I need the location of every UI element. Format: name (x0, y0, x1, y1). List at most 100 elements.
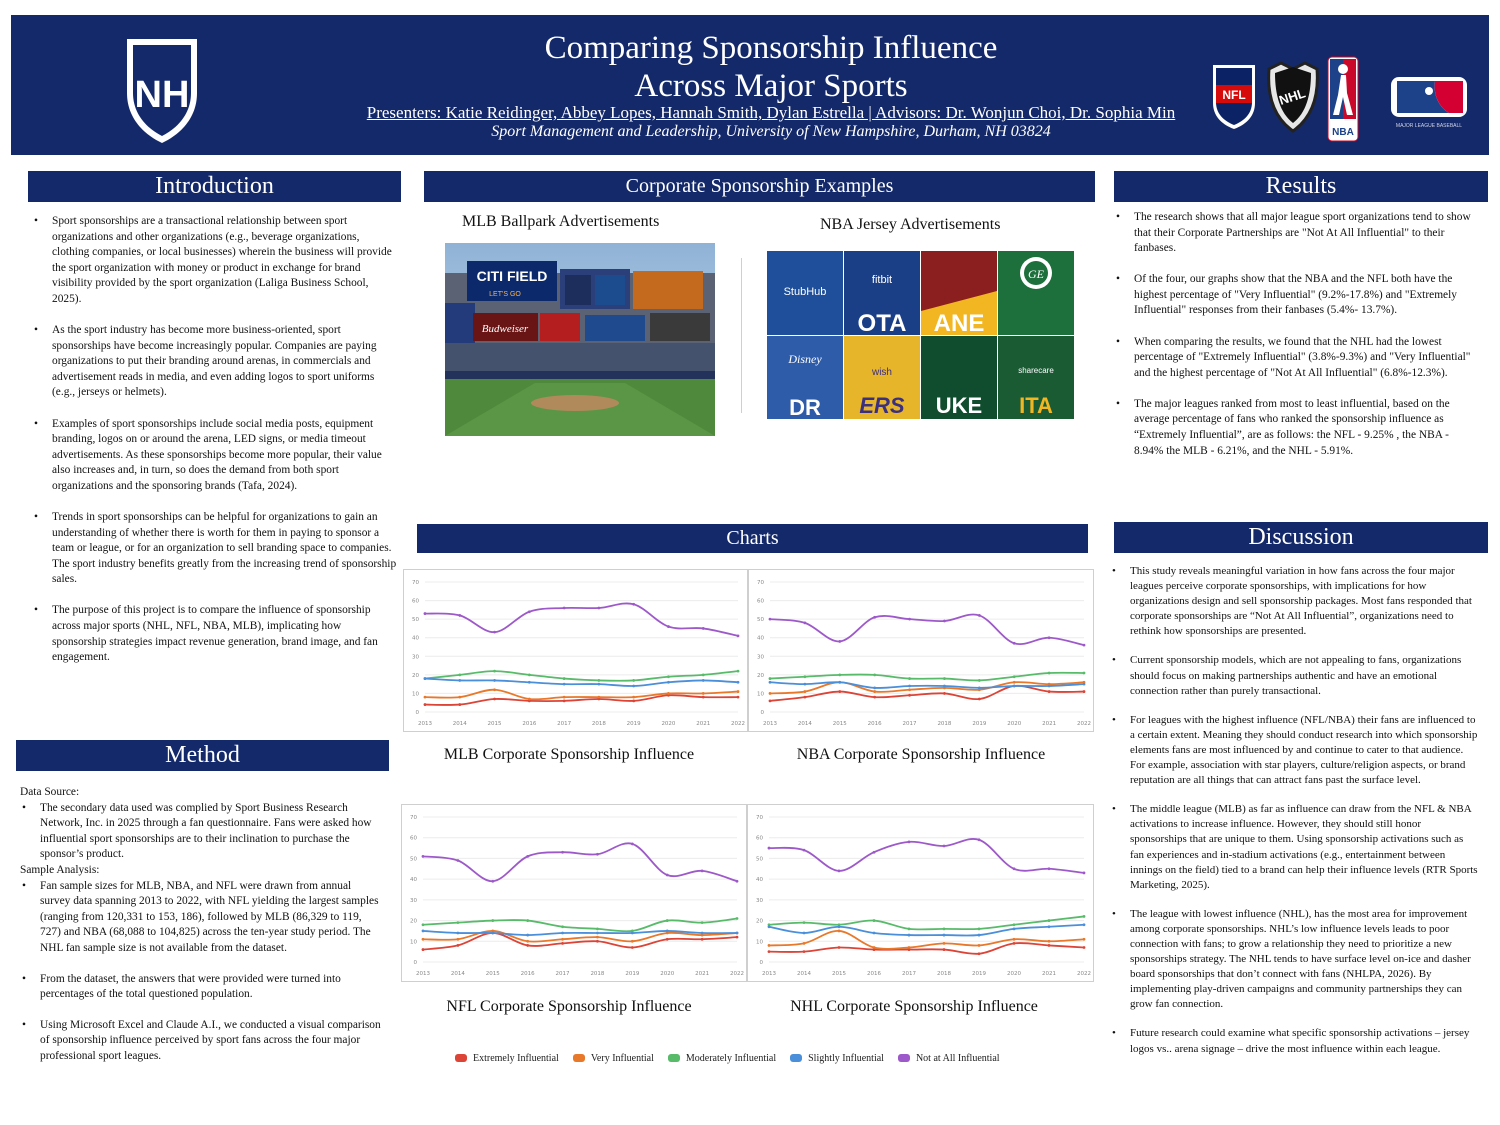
data-point-moderately-influential (838, 673, 842, 677)
data-point-not-at-all-influential (562, 606, 566, 610)
section-charts-header: Charts (417, 524, 1088, 553)
data-point-not-at-all-influential (977, 614, 981, 617)
data-point-slightly-influential (632, 684, 636, 688)
y-tick-label: 0 (414, 960, 418, 966)
data-point-moderately-influential (768, 677, 772, 680)
results-list: The research shows that all major league… (1112, 210, 1478, 459)
data-point-very-influential (458, 695, 462, 699)
jersey-brand-sharecare: sharecare (1018, 366, 1054, 375)
x-tick-label: 2018 (937, 721, 951, 727)
title-line-2: Across Major Sports (634, 68, 908, 104)
data-point-moderately-influential (977, 679, 981, 682)
data-point-very-influential (491, 929, 495, 933)
y-tick-label: 30 (412, 654, 419, 660)
data-point-extremely-influential (735, 935, 739, 939)
series-line-slightly-influential (422, 930, 738, 936)
y-tick-label: 40 (756, 877, 763, 883)
data-point-extremely-influential (493, 697, 496, 701)
series-line-slightly-influential (769, 681, 1085, 689)
data-point-slightly-influential (942, 933, 946, 937)
data-point-extremely-influential (1082, 946, 1086, 949)
data-point-very-influential (1047, 939, 1051, 943)
y-tick-label: 50 (410, 856, 417, 862)
y-tick-label: 0 (761, 710, 765, 716)
data-point-slightly-influential (977, 686, 981, 690)
y-tick-label: 30 (757, 654, 764, 660)
data-point-slightly-influential (1012, 684, 1016, 688)
data-point-slightly-influential (421, 929, 425, 933)
data-point-very-influential (493, 688, 496, 692)
y-tick-label: 50 (412, 617, 419, 623)
y-tick-label: 60 (756, 836, 763, 842)
nhl-chart-title: NHL Corporate Sponsorship Influence (790, 998, 1038, 1015)
introduction-body: Sport sponsorships are a transactional r… (30, 214, 398, 681)
jersey-brand-wish: wish (871, 367, 892, 378)
y-tick-label: 30 (410, 898, 417, 904)
data-point-slightly-influential (872, 931, 876, 935)
data-point-very-influential (561, 937, 564, 941)
discussion-bullet: This study reveals meaningful variation … (1108, 564, 1480, 639)
data-point-slightly-influential (456, 931, 460, 935)
jersey-fragment: OTA (858, 310, 907, 337)
x-tick-label: 2022 (730, 971, 744, 977)
legend-label: Extremely Influential (473, 1052, 559, 1064)
discussion-bullet: For leagues with the highest influence (… (1108, 713, 1480, 788)
x-tick-label: 2016 (867, 971, 881, 977)
sample-analysis-label: Sample Analysis: (20, 863, 100, 876)
y-tick-label: 0 (760, 960, 764, 966)
citi-field-sign: CITI FIELD (477, 268, 548, 284)
results-body: The research shows that all major league… (1112, 210, 1478, 475)
nba-logo: NBA (1327, 56, 1359, 142)
data-point-slightly-influential (837, 925, 841, 929)
jersey-brand-stubhub: StubHub (784, 286, 827, 298)
section-introduction-header: Introduction (28, 171, 401, 202)
x-tick-label: 2022 (731, 721, 745, 727)
data-point-not-at-all-influential (458, 614, 462, 617)
data-point-moderately-influential (597, 679, 601, 682)
data-point-not-at-all-influential (1082, 871, 1086, 875)
data-point-moderately-influential (837, 923, 841, 927)
intro-bullet: Examples of sport sponsorships include s… (30, 417, 398, 495)
mlb-influence-chart: 0 10 20 30 40 50 60 70 2013 2014 2015 2016 2017 2018 2… (403, 569, 748, 732)
data-point-not-at-all-influential (907, 840, 911, 844)
x-tick-label: 2015 (488, 721, 502, 727)
data-point-moderately-influential (527, 673, 531, 677)
data-point-not-at-all-influential (838, 640, 842, 643)
x-tick-label: 2013 (763, 721, 777, 727)
data-point-moderately-influential (908, 677, 911, 680)
data-point-slightly-influential (1012, 927, 1016, 931)
data-point-slightly-influential (802, 931, 806, 935)
data-point-very-influential (421, 937, 425, 941)
presenters-line: Presenters: Katie Reidinger, Abbey Lopes… (366, 103, 1176, 122)
data-point-extremely-influential (458, 703, 462, 706)
data-point-slightly-influential (630, 931, 634, 935)
x-tick-label: 2018 (590, 971, 604, 977)
section-discussion-title: Discussion (1248, 524, 1354, 550)
data-point-extremely-influential (768, 699, 772, 703)
nfl-logo: NFL (1213, 65, 1255, 129)
x-tick-label: 2017 (557, 721, 571, 727)
x-tick-label: 2020 (1007, 721, 1021, 727)
y-tick-label: 70 (412, 580, 419, 586)
legend-item: Extremely Influential (455, 1053, 559, 1064)
x-tick-label: 2019 (972, 721, 986, 727)
examples-divider (741, 258, 742, 413)
league-logos: NFL NHL NBA MAJOR LEAGUE BASEBALL (1213, 56, 1467, 142)
nba-influence-chart: 0 10 20 30 40 50 60 70 2013 2014 2015 2016 2017 2018 2… (748, 569, 1094, 732)
series-line-not-at-all-influential (424, 602, 739, 637)
data-point-very-influential (767, 944, 771, 947)
data-point-not-at-all-influential (526, 854, 530, 858)
legend-item: Slightly Influential (790, 1053, 884, 1064)
data-point-not-at-all-influential (1012, 641, 1016, 645)
data-point-very-influential (527, 697, 531, 701)
discussion-bullet: The league with lowest influence (NHL), … (1108, 907, 1480, 1013)
data-point-not-at-all-influential (735, 879, 739, 883)
data-point-slightly-influential (1047, 925, 1051, 929)
results-bullet: When comparing the results, we found tha… (1112, 335, 1478, 382)
data-point-slightly-influential (665, 929, 669, 933)
data-point-not-at-all-influential (491, 879, 495, 883)
section-results-header: Results (1114, 171, 1488, 202)
data-point-not-at-all-influential (977, 838, 981, 842)
data-point-slightly-influential (527, 680, 531, 684)
data-point-moderately-influential (667, 675, 670, 679)
